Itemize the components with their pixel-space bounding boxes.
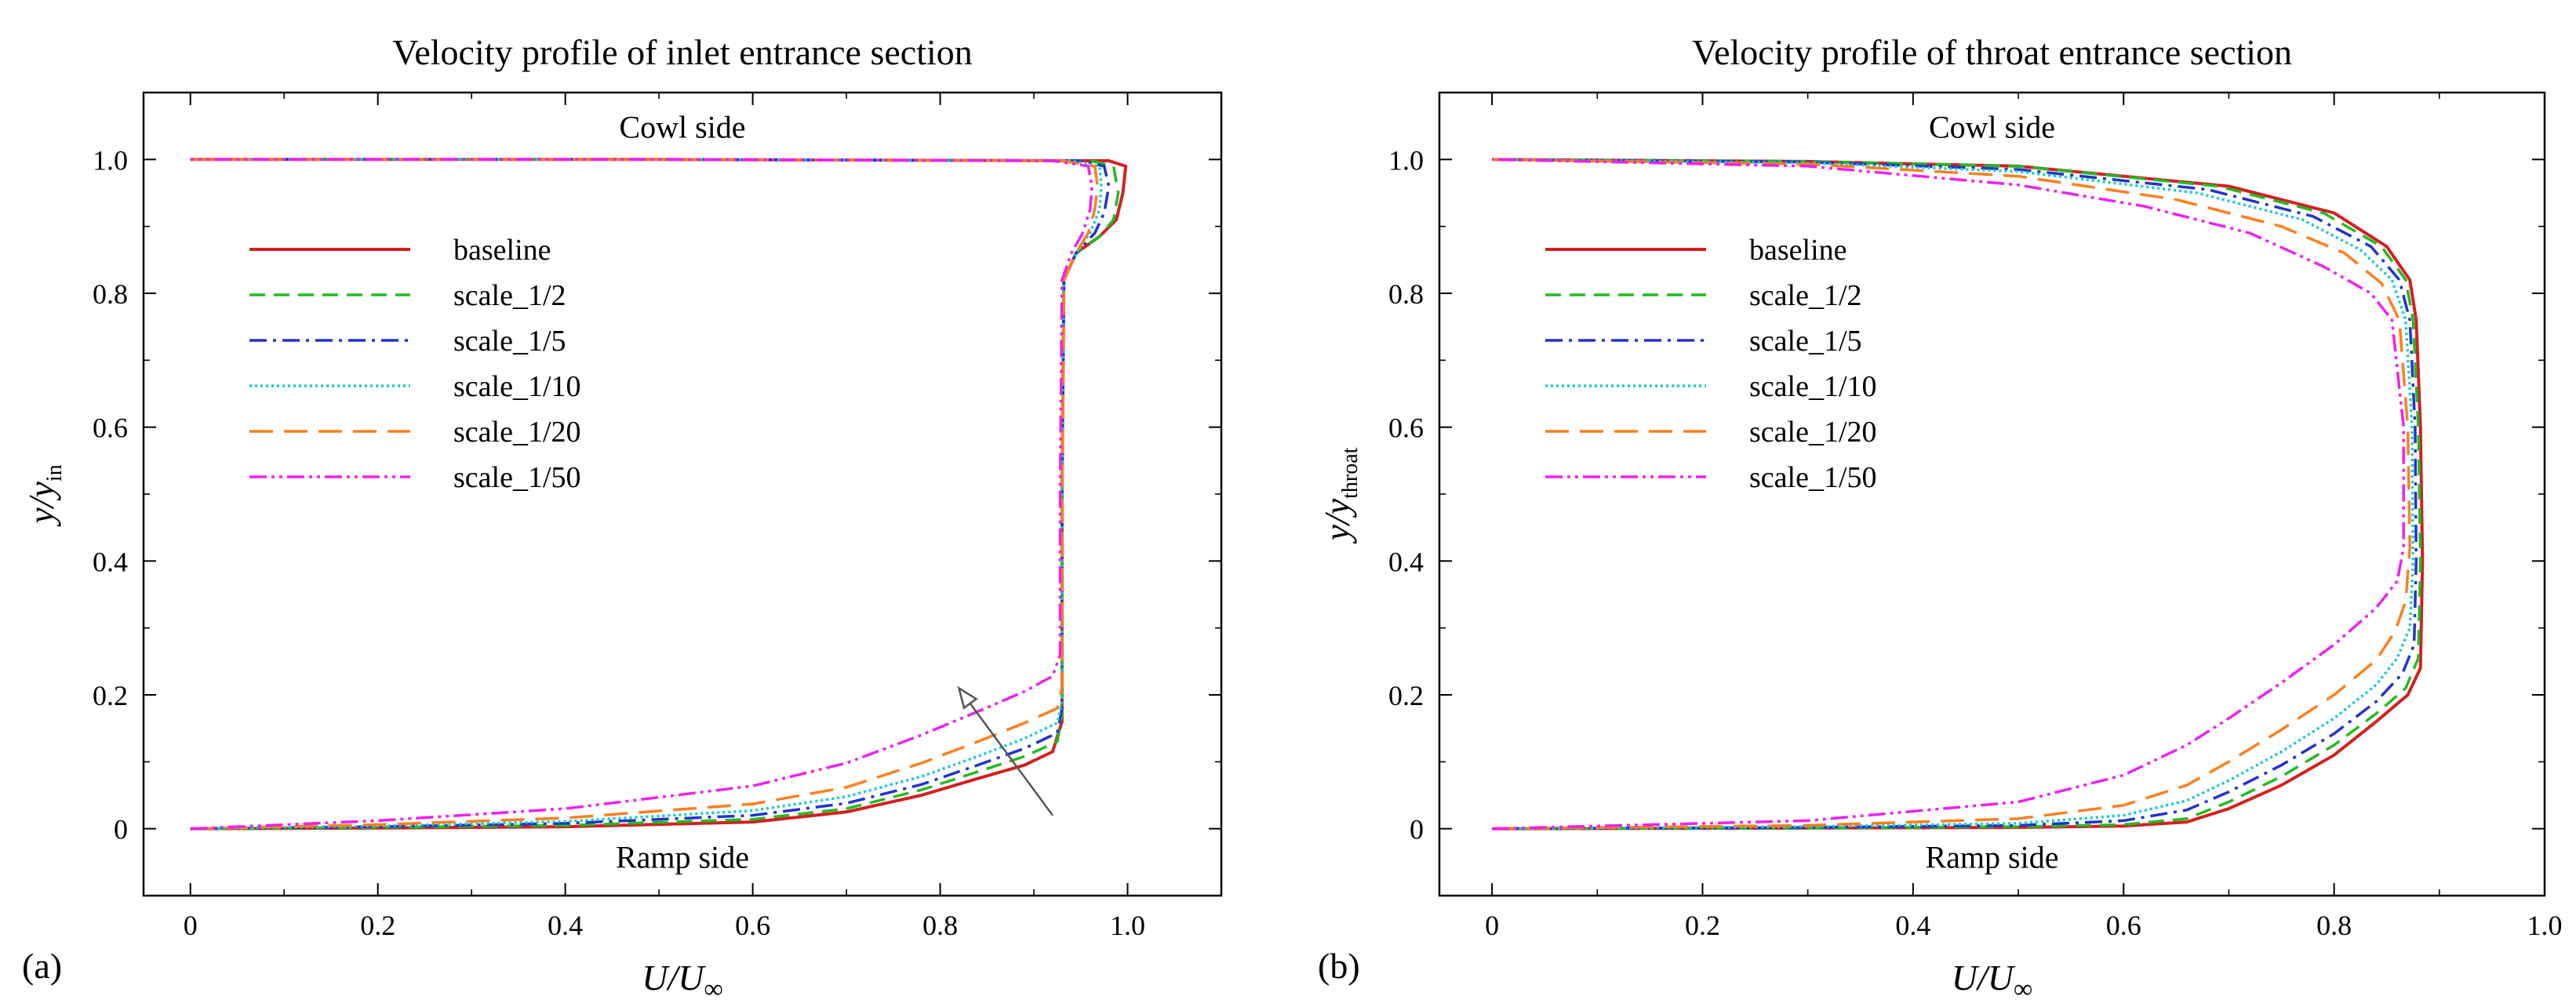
y-tick-label: 0.2 [93, 680, 128, 711]
x-tick-label: 0 [1485, 910, 1499, 941]
y-tick-label: 0 [1410, 814, 1424, 845]
ramp-side-annotation: Ramp side [616, 840, 749, 875]
y-tick-label: 0.8 [93, 278, 128, 310]
x-tick-label: 1.0 [1110, 910, 1145, 941]
y-tick-label: 1.0 [1388, 144, 1424, 176]
y-tick-label: 0.4 [1388, 546, 1424, 577]
x-axis-label: U/U∞ [1952, 958, 2032, 1004]
legend-label-4: scale_1/20 [1749, 416, 1877, 449]
x-tick-label: 0.8 [2316, 910, 2352, 941]
y-tick-label: 0.2 [1388, 680, 1424, 711]
x-tick-label: 0.2 [1685, 910, 1720, 941]
trend-arrow-head [957, 685, 978, 710]
series-line-5 [1492, 158, 2405, 831]
legend-label-2: scale_1/5 [453, 325, 566, 358]
series-line-0 [1492, 158, 2425, 831]
y-axis-label: y/yin [21, 464, 67, 526]
y-tick-label: 0.6 [93, 413, 128, 444]
ramp-side-annotation: Ramp side [1926, 840, 2059, 875]
series-line-3 [190, 158, 1103, 831]
legend-label-0: baseline [1749, 234, 1847, 267]
series-line-2 [190, 158, 1111, 831]
x-tick-label: 0.4 [1895, 910, 1930, 941]
x-tick-label: 0 [184, 910, 198, 941]
series-line-0 [190, 158, 1128, 831]
series-line-1 [1492, 158, 2422, 831]
series-line-2 [1492, 158, 2418, 831]
legend-label-1: scale_1/2 [453, 279, 566, 312]
chart-title: Velocity profile of inlet entrance secti… [392, 32, 973, 72]
x-axis-label: U/U∞ [642, 958, 722, 1004]
x-tick-label: 0.6 [2106, 910, 2141, 941]
panel-a: Velocity profile of inlet entrance secti… [21, 32, 1223, 1004]
y-tick-label: 0.6 [1388, 413, 1424, 444]
trend-arrow-shaft [958, 687, 1053, 816]
legend-label-5: scale_1/50 [453, 461, 581, 494]
legend-label-2: scale_1/5 [1749, 325, 1862, 358]
plot-frame [1438, 91, 2546, 897]
series-line-4 [1492, 158, 2411, 831]
y-tick-label: 1.0 [93, 144, 128, 176]
legend-label-4: scale_1/20 [453, 416, 581, 449]
series-line-4 [190, 158, 1100, 831]
series-line-5 [190, 158, 1093, 831]
x-tick-label: 0.2 [360, 910, 395, 941]
y-tick-label: 0.4 [93, 546, 128, 577]
panel-label: (b) [1318, 946, 1360, 986]
cowl-side-annotation: Cowl side [1929, 109, 2055, 144]
y-tick-label: 0 [114, 814, 128, 845]
x-tick-label: 0.4 [548, 910, 583, 941]
x-tick-label: 1.0 [2527, 910, 2563, 941]
y-axis-label: y/ythroat [1317, 447, 1363, 543]
series-line-1 [190, 158, 1120, 831]
legend-label-3: scale_1/10 [1749, 370, 1877, 403]
chart-title: Velocity profile of throat entrance sect… [1692, 32, 2292, 72]
cowl-side-annotation: Cowl side [619, 109, 745, 144]
panel-b: Velocity profile of throat entrance sect… [1317, 32, 2563, 1004]
legend-label-3: scale_1/10 [453, 370, 581, 403]
y-tick-label: 0.8 [1388, 278, 1424, 310]
x-tick-label: 0.6 [735, 910, 770, 941]
panel-label: (a) [22, 946, 62, 986]
series-line-3 [1492, 158, 2415, 831]
legend-label-1: scale_1/2 [1749, 279, 1862, 312]
legend-label-0: baseline [453, 234, 551, 267]
legend-label-5: scale_1/50 [1749, 461, 1877, 494]
x-tick-label: 0.8 [922, 910, 958, 941]
